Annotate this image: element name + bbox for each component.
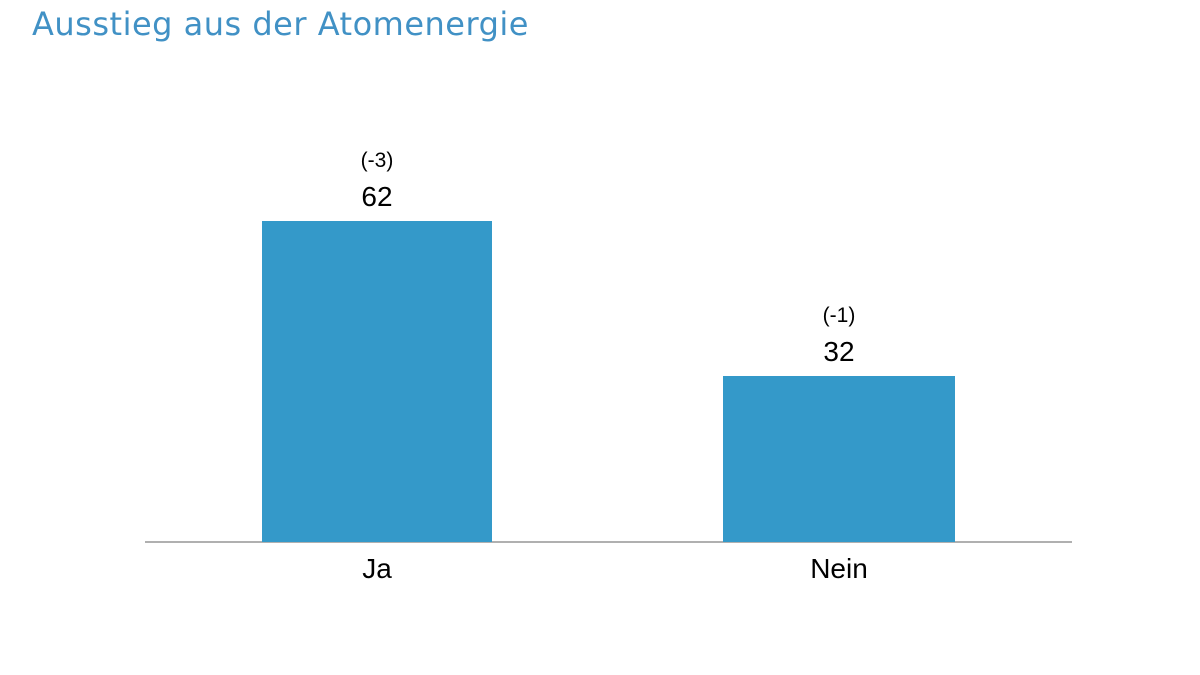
- bar-group-nein: (-1) 32 Nein: [723, 305, 955, 583]
- bar-group-ja: (-3) 62 Ja: [262, 150, 492, 583]
- chart-title: Ausstieg aus der Atomenergie: [32, 5, 529, 43]
- bar-labels-nein: (-1) 32: [823, 305, 856, 366]
- bar-nein: [723, 376, 955, 542]
- bar-value-label: 62: [361, 181, 393, 212]
- bar-change-annotation: (-3): [360, 149, 394, 172]
- bar-chart-plot-area: (-3) 62 Ja (-1) 32 Nein: [145, 0, 1072, 583]
- bar-value-label: 32: [823, 336, 855, 367]
- bar-ja: [262, 221, 492, 542]
- bar-labels-ja: (-3) 62: [361, 150, 394, 211]
- x-axis-baseline: [145, 541, 1072, 543]
- bar-change-annotation: (-1): [822, 304, 856, 327]
- category-label-nein: Nein: [810, 553, 868, 584]
- category-label-ja: Ja: [362, 553, 392, 584]
